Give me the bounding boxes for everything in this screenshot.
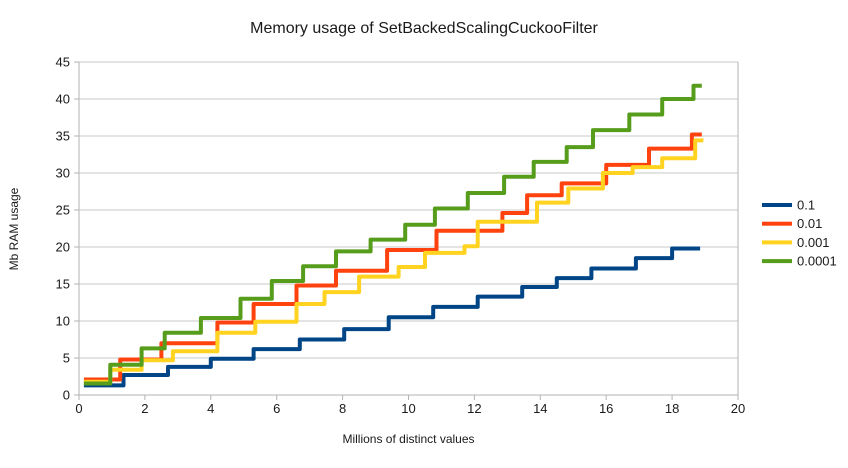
legend-swatch-0.01 <box>762 221 792 226</box>
chart-title: Memory usage of SetBackedScalingCuckooFi… <box>250 20 598 37</box>
legend-swatch-0.001 <box>762 240 792 245</box>
y-tick-label: 0 <box>63 388 70 403</box>
legend-label-0.0001: 0.0001 <box>797 254 837 269</box>
x-tick-label: 20 <box>731 401 745 416</box>
series-line-0.1 <box>83 246 701 388</box>
x-tick-label: 18 <box>665 401 679 416</box>
legend-swatch-0.1 <box>762 203 792 207</box>
y-tick-label: 45 <box>56 55 70 70</box>
legend-swatch-0.0001 <box>762 259 792 264</box>
y-tick-label: 35 <box>56 129 70 144</box>
x-tick-label: 4 <box>207 401 214 416</box>
y-tick-label: 30 <box>56 166 70 181</box>
series-line-0.001 <box>83 138 704 384</box>
x-tick-label: 2 <box>141 401 148 416</box>
legend-label-0.1: 0.1 <box>797 198 815 213</box>
x-tick-label: 16 <box>599 401 613 416</box>
legend-label-0.01: 0.01 <box>797 216 822 231</box>
y-tick-label: 40 <box>56 92 70 107</box>
x-tick-label: 12 <box>467 401 481 416</box>
x-tick-label: 14 <box>533 401 547 416</box>
x-tick-label: 0 <box>75 401 82 416</box>
series-line-0.0001 <box>83 83 702 386</box>
y-tick-label: 25 <box>56 203 70 218</box>
x-tick-label: 10 <box>401 401 415 416</box>
x-axis-title: Millions of distinct values <box>342 432 475 446</box>
series-line-0.01 <box>83 132 702 382</box>
y-tick-label: 15 <box>56 277 70 292</box>
y-tick-label: 5 <box>63 351 70 366</box>
x-tick-label: 6 <box>273 401 280 416</box>
y-tick-label: 10 <box>56 314 70 329</box>
legend-label-0.001: 0.001 <box>797 235 830 250</box>
x-tick-label: 8 <box>339 401 346 416</box>
y-tick-label: 20 <box>56 240 70 255</box>
